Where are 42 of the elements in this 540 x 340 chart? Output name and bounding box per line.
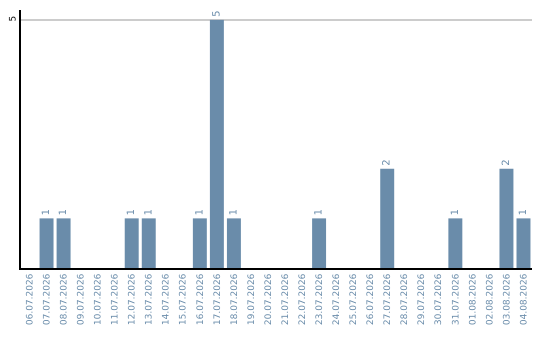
x-tick-label: 10.07.2026 [94, 273, 104, 326]
x-tick-label: 04.08.2026 [519, 273, 530, 326]
x-tick-label: 19.07.2026 [246, 273, 257, 326]
x-tick-label: 17.07.2026 [212, 273, 223, 326]
x-tick-label: 27.07.2026 [383, 273, 394, 326]
x-tick-label: 13.07.2026 [144, 273, 155, 326]
x-tick-label: 03.08.2026 [502, 273, 512, 326]
data-label: 2 [500, 159, 512, 166]
x-tick-label: 26.07.2026 [366, 273, 376, 326]
data-label: 1 [41, 209, 52, 216]
x-tick-label: 31.07.2026 [451, 273, 462, 326]
x-tick-label: 18.07.2026 [230, 273, 240, 326]
x-tick-label: 22.07.2026 [298, 273, 308, 326]
x-tick-label: 01.08.2026 [468, 273, 478, 326]
data-label: 1 [518, 209, 529, 216]
x-tick-label: 07.07.2026 [42, 273, 52, 326]
x-tick-label: 08.07.2026 [60, 273, 70, 326]
x-tick-label: 21.07.2026 [280, 273, 291, 326]
data-label: 1 [228, 209, 240, 216]
x-tick-label: 25.07.2026 [349, 273, 360, 326]
data-label: 1 [314, 209, 325, 216]
data-label: 1 [450, 209, 461, 216]
x-tick-label: 09.07.2026 [76, 273, 87, 326]
x-tick-label: 16.07.2026 [196, 273, 206, 326]
x-tick-label: 12.07.2026 [128, 273, 138, 326]
data-label: 1 [143, 209, 154, 216]
x-tick-label: 15.07.2026 [178, 273, 189, 326]
x-tick-label: 02.08.2026 [485, 273, 496, 326]
data-label: 5 [211, 10, 222, 17]
x-tick-label: 11.07.2026 [110, 273, 121, 326]
data-label: 1 [58, 209, 70, 216]
x-tick-label: 06.07.2026 [25, 273, 36, 326]
x-tick-label: 14.07.2026 [162, 273, 172, 326]
data-label: 1 [126, 209, 138, 216]
data-label: 2 [382, 159, 393, 166]
data-label: 1 [194, 209, 206, 216]
x-tick-label: 23.07.2026 [315, 273, 326, 326]
x-tick-label: 30.07.2026 [434, 273, 444, 326]
x-tick-label: 28.07.2026 [400, 273, 410, 326]
x-tick-label: 29.07.2026 [417, 273, 428, 326]
x-tick-label: 20.07.2026 [264, 273, 274, 326]
x-tick-label: 24.07.2026 [332, 273, 342, 326]
